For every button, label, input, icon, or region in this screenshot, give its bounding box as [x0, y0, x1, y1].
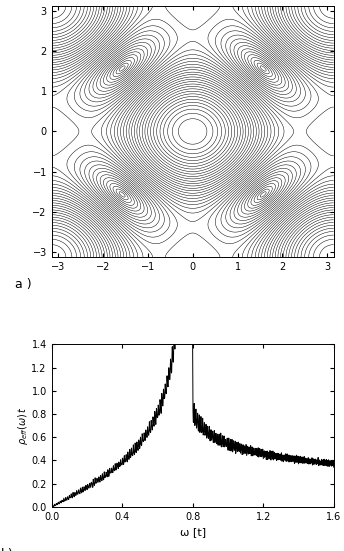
X-axis label: ω [t]: ω [t]	[180, 527, 206, 537]
Text: b): b)	[1, 548, 13, 551]
Y-axis label: $\rho_{eff}(\omega)\,t$: $\rho_{eff}(\omega)\,t$	[16, 406, 30, 445]
Text: a ): a )	[15, 278, 32, 290]
